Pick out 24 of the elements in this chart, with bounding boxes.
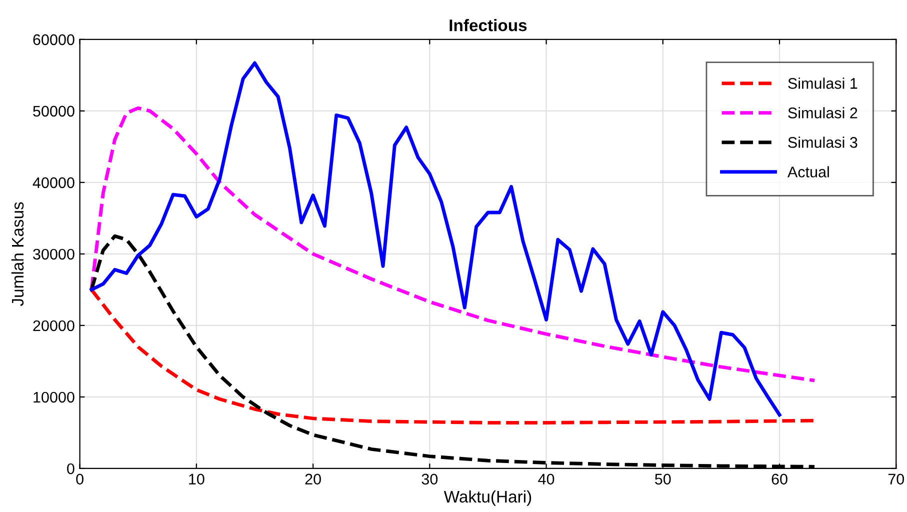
x-tick-label: 30 <box>422 474 438 485</box>
legend-label: Simulasi 3 <box>788 136 858 148</box>
x-axis-title: Waktu(Hari) <box>444 490 532 506</box>
line-series <box>90 61 782 417</box>
legend-label: Simulasi 1 <box>788 78 858 89</box>
y-tick-label: 0 <box>67 463 74 474</box>
chart-title: Infectious <box>450 19 527 32</box>
x-tick-label: 50 <box>655 474 671 485</box>
y-tick-label: 40000 <box>32 177 74 188</box>
x-tick-label: 60 <box>772 474 788 485</box>
x-tick-label: 0 <box>76 474 84 485</box>
y-tick-label: 50000 <box>33 106 74 117</box>
y-tick-label: 30000 <box>33 248 74 260</box>
line-series <box>90 288 816 424</box>
x-tick-label: 20 <box>305 474 321 485</box>
legend-label: Actual <box>787 166 829 178</box>
y-axis-title: Jumlah Kasus <box>11 202 24 306</box>
x-tick-label: 10 <box>189 474 204 485</box>
x-tick-label: 40 <box>538 474 554 485</box>
y-tick-label: 60000 <box>33 34 74 46</box>
legend-label: Simulasi 2 <box>788 107 858 118</box>
x-tick-label: 70 <box>888 474 904 485</box>
y-tick-label: 10000 <box>34 392 74 403</box>
y-tick-label: 20000 <box>33 320 74 332</box>
